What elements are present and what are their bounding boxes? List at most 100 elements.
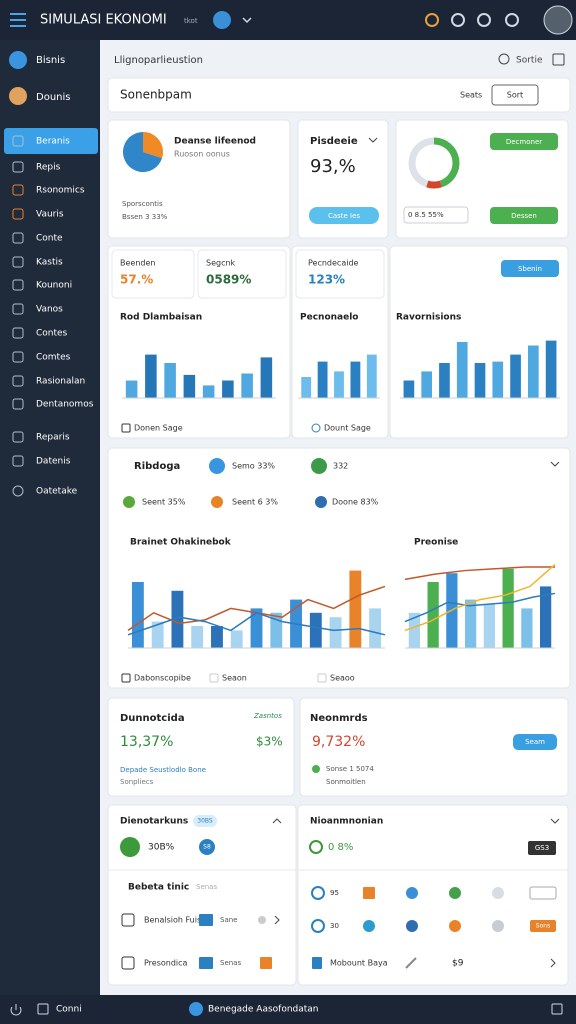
legend-icon bbox=[315, 496, 327, 508]
app-icon bbox=[213, 11, 231, 29]
list-icon bbox=[311, 919, 325, 933]
dropdown[interactable] bbox=[242, 17, 252, 24]
list-icon bbox=[311, 886, 325, 900]
chart-button[interactable] bbox=[501, 260, 559, 277]
list-icon bbox=[121, 956, 135, 970]
menu-item[interactable]: Kastis bbox=[36, 258, 63, 268]
list-icon bbox=[312, 957, 322, 969]
chevron[interactable] bbox=[550, 461, 560, 467]
list-square bbox=[199, 957, 213, 969]
legend-label: Seaoo bbox=[330, 674, 355, 683]
kpi-button[interactable] bbox=[309, 207, 379, 224]
card bbox=[389, 245, 569, 439]
list-title: Dienotarkuns bbox=[120, 817, 188, 827]
donut-button-label[interactable]: Dessen bbox=[511, 212, 537, 220]
chart-footer: Dount Sage bbox=[324, 424, 371, 433]
menu-item[interactable]: Kounoni bbox=[36, 281, 72, 291]
bar bbox=[502, 568, 514, 648]
stat-button[interactable] bbox=[513, 734, 557, 750]
menu-active bbox=[4, 128, 98, 154]
kpi-button-label[interactable]: Caste Ies bbox=[328, 212, 360, 220]
list-dot bbox=[449, 920, 461, 932]
bar bbox=[421, 371, 432, 398]
menu-item[interactable]: Reparis bbox=[36, 433, 70, 443]
bar bbox=[492, 361, 504, 398]
stat-value: 57.% bbox=[120, 273, 153, 287]
bar bbox=[164, 363, 176, 398]
list-note: Senas bbox=[220, 959, 241, 967]
stat-button-label[interactable]: Seam bbox=[525, 738, 545, 746]
menu-item[interactable]: Comtes bbox=[36, 353, 71, 363]
menu-item[interactable]: Oatetake bbox=[36, 487, 78, 497]
stat-note: Sonpliecs bbox=[120, 778, 154, 786]
menu-item[interactable]: Contes bbox=[36, 329, 68, 339]
chart-button-label[interactable]: Sbenin bbox=[518, 265, 542, 273]
list-label: Presondica bbox=[144, 959, 188, 968]
panel-title: Ribdoga bbox=[134, 461, 180, 472]
menu-icon bbox=[12, 455, 24, 467]
donut-button[interactable] bbox=[490, 207, 558, 224]
legend-icon bbox=[209, 673, 219, 683]
menu-icon bbox=[12, 351, 24, 363]
chevron[interactable] bbox=[368, 137, 378, 143]
bar bbox=[474, 363, 486, 398]
menu-item[interactable]: Rasionalan bbox=[36, 377, 85, 387]
menu-item[interactable]: Beranis bbox=[36, 137, 70, 147]
toolbar-button[interactable]: Seats bbox=[460, 91, 482, 100]
chevron[interactable] bbox=[272, 818, 282, 824]
profile-name: Dounis bbox=[36, 92, 70, 103]
badge-icon bbox=[311, 458, 327, 474]
header-action[interactable]: Sortie bbox=[516, 56, 543, 66]
toolbar-icon bbox=[425, 13, 439, 27]
menu-icon bbox=[12, 279, 24, 291]
chart-footer: Donen Sage bbox=[134, 424, 183, 433]
app-subtitle: tkot bbox=[184, 17, 198, 25]
list-chip bbox=[199, 839, 215, 855]
menu-item[interactable]: Dentanomos bbox=[36, 400, 94, 410]
list-dot bbox=[492, 887, 504, 899]
menu-item[interactable]: Rsonomics bbox=[36, 186, 85, 196]
list-section-note: Senas bbox=[196, 883, 217, 891]
menu-item[interactable]: Vanos bbox=[36, 305, 63, 315]
kpi-value: 93,% bbox=[310, 156, 356, 177]
stat-note: Sonse 1 5074 bbox=[326, 765, 374, 773]
chevron[interactable] bbox=[274, 915, 280, 925]
menu-item[interactable]: Vauris bbox=[36, 210, 64, 220]
bar bbox=[131, 582, 144, 648]
bar bbox=[222, 380, 234, 398]
menu-item[interactable]: Conte bbox=[36, 234, 63, 244]
stat-label: Pecndecaide bbox=[308, 259, 359, 268]
bar bbox=[366, 354, 377, 398]
edit-icon[interactable] bbox=[405, 957, 417, 969]
legend-icon bbox=[317, 673, 327, 683]
badge-label: Semo 33% bbox=[232, 462, 275, 471]
menu-item[interactable]: Datenis bbox=[36, 457, 71, 467]
trend-line bbox=[404, 592, 556, 623]
bar bbox=[250, 608, 263, 648]
list-badge-label: 30BS bbox=[197, 818, 213, 825]
bar bbox=[521, 608, 533, 648]
power-icon[interactable] bbox=[10, 1004, 22, 1016]
menu-item[interactable]: Repis bbox=[36, 163, 61, 173]
donut-button[interactable] bbox=[490, 133, 558, 150]
list-dot bbox=[492, 920, 504, 932]
bottom-icon bbox=[37, 1003, 49, 1015]
legend-label: Seaon bbox=[222, 674, 247, 683]
menu-icon bbox=[12, 208, 24, 220]
donut-button-label[interactable]: Decmoner bbox=[506, 138, 542, 146]
chevron[interactable] bbox=[550, 958, 556, 968]
bar bbox=[439, 363, 450, 398]
bar bbox=[334, 371, 344, 398]
list-icon bbox=[120, 837, 140, 857]
profile-icon bbox=[9, 87, 27, 105]
bar bbox=[270, 612, 283, 648]
list-square bbox=[260, 957, 272, 969]
list-icon bbox=[121, 913, 135, 927]
page-title: Llignoparlieustion bbox=[114, 55, 203, 66]
stat-title: Neonmrds bbox=[310, 713, 368, 724]
bar bbox=[191, 626, 204, 648]
bottom-bar bbox=[0, 995, 576, 1024]
toolbar-button[interactable]: Sort bbox=[507, 91, 523, 100]
chevron[interactable] bbox=[550, 818, 560, 824]
stat-value: $3% bbox=[256, 735, 283, 749]
